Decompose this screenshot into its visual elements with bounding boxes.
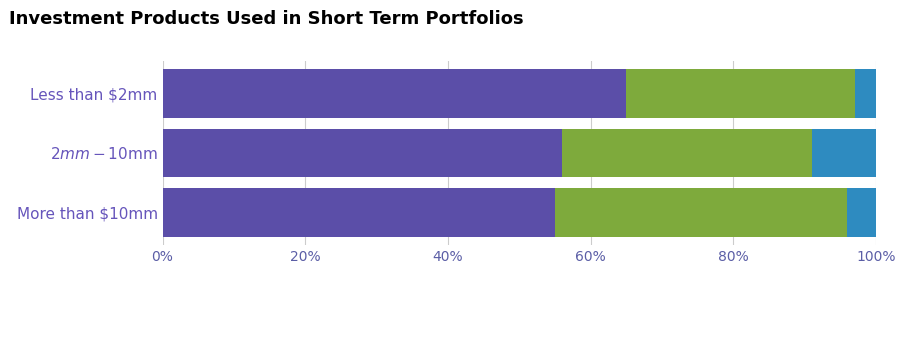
Bar	[162, 188, 554, 237]
Bar	[811, 129, 875, 177]
Bar	[162, 129, 561, 177]
Legend: Bank Products (CDs, money market funds, cash sweeps), Investment Products (mutua: Bank Products (CDs, money market funds, …	[29, 339, 895, 340]
Bar	[626, 69, 853, 118]
Bar	[162, 69, 626, 118]
Bar	[846, 188, 875, 237]
Text: Investment Products Used in Short Term Portfolios: Investment Products Used in Short Term P…	[9, 10, 523, 28]
Bar	[561, 129, 811, 177]
Bar	[554, 188, 846, 237]
Bar	[853, 69, 875, 118]
